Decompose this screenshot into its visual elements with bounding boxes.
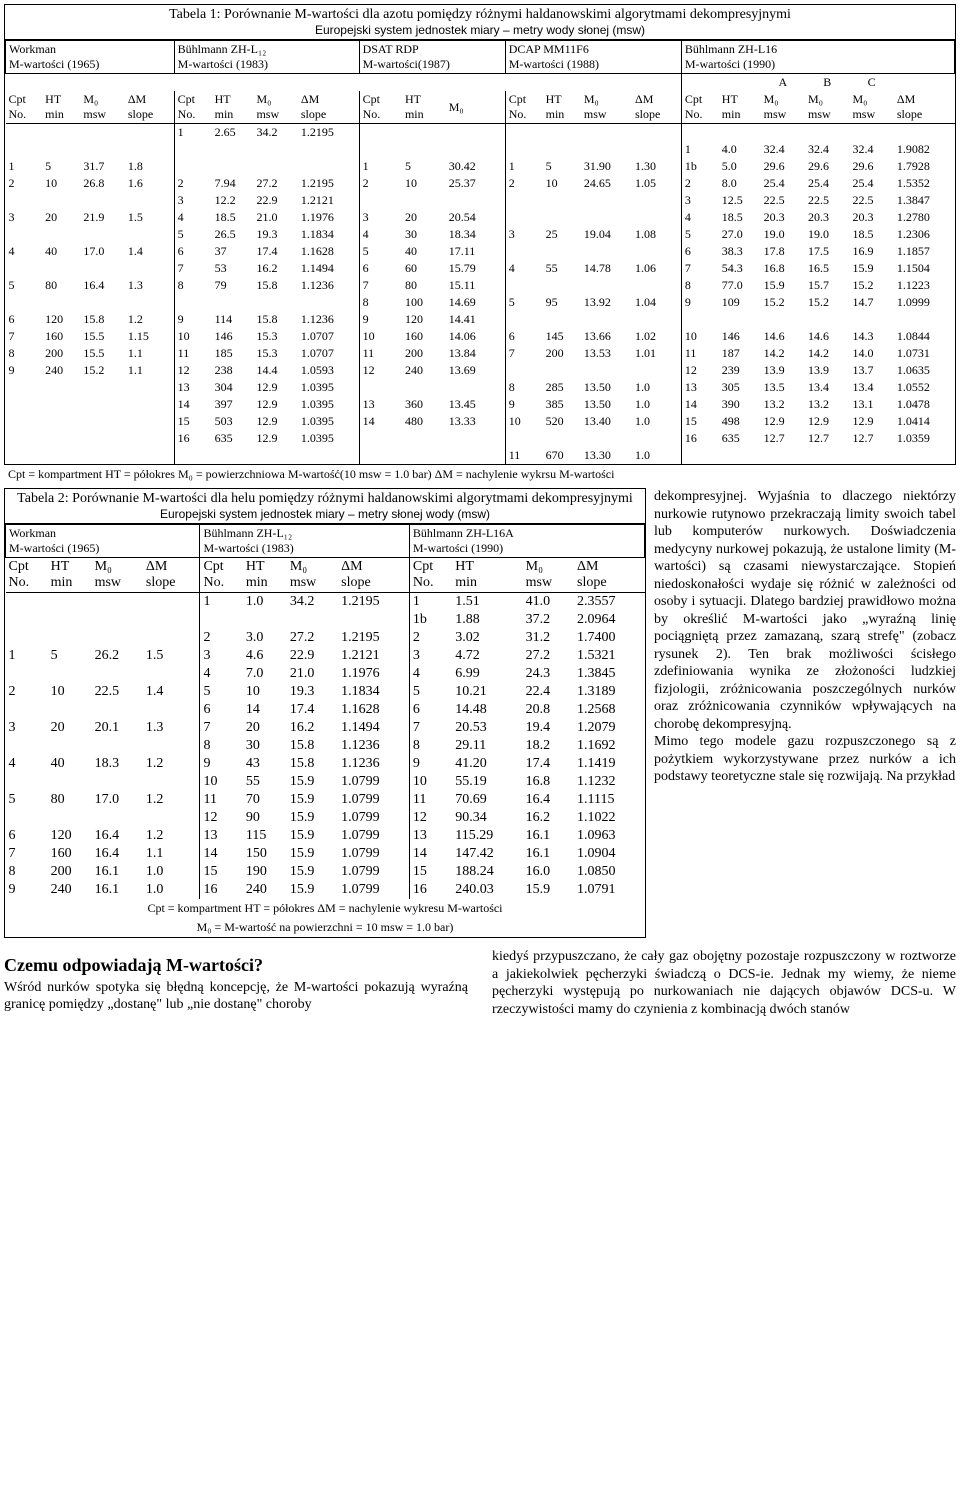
right-column: kiedyś przypuszczano, że cały gaz obojęt… [492, 948, 956, 1018]
table-row: 12.6534.21.2195 [6, 124, 955, 142]
table1-title-row: Tabela 1: Porównanie M-wartości dla azot… [5, 5, 955, 40]
table-row: 1167013.301.0 [6, 447, 955, 464]
table-row: 924016.11.01624015.91.079916240.0315.91.… [6, 881, 645, 899]
table-row: 612016.41.21311515.91.079913115.2916.11.… [6, 827, 645, 845]
table-row: 75316.21.149466015.7945514.781.06754.316… [6, 260, 955, 277]
table2-title-row: Tabela 2: Porównanie M-wartości dla helu… [5, 489, 645, 524]
algo-year: M-wartości (1990) [413, 541, 503, 555]
table-row: 820015.51.11118515.31.07071120013.847200… [6, 345, 955, 362]
algo-name: Bühlmann ZH-L₁₂ [178, 42, 267, 56]
table-row: 526.519.31.183443018.3432519.041.08527.0… [6, 226, 955, 243]
table-row: 105515.91.07991055.1916.81.1232 [6, 773, 645, 791]
table2-title: Tabela 2: Porównanie M-wartości dla helu… [9, 491, 641, 507]
left-column-text: Wśród nurków spotyka się błędną koncepcj… [4, 980, 468, 1013]
table-row: 716015.51.151014615.31.07071016014.06614… [6, 328, 955, 345]
table-row: 612015.81.2911415.81.1236912014.41 [6, 311, 955, 328]
left-column: Czemu odpowiadają M-wartości? Wśród nurk… [4, 948, 468, 1018]
algo-year: M-wartości (1990) [685, 57, 775, 71]
table-row: 58017.01.2117015.91.07991170.6916.41.111… [6, 791, 645, 809]
algo-name: Workman [9, 526, 56, 540]
algo-name: Workman [9, 42, 56, 56]
table1: WorkmanM-wartości (1965) Bühlmann ZH-L₁₂… [5, 40, 955, 464]
table-row: 61417.41.1628614.4820.81.2568 [6, 701, 645, 719]
side-paragraph: dekompresyjnej. Wyjaśnia to dlaczego nie… [654, 488, 956, 786]
table1-title: Tabela 1: Porównanie M-wartości dla azot… [9, 7, 951, 23]
algo-name: DCAP MM11F6 [509, 42, 589, 56]
table2-subtitle: Europejski system jednostek miary – metr… [9, 507, 641, 521]
table-row: 11.034.21.219511.5141.02.3557 [6, 593, 645, 612]
algo-year: M-wartości (1965) [9, 541, 99, 555]
table-row: 23.027.21.219523.0231.21.7400 [6, 629, 645, 647]
table-row: 1550312.91.03951448013.331052013.401.015… [6, 413, 955, 430]
table1-box: Tabela 1: Porównanie M-wartości dla azot… [4, 4, 956, 465]
table-row: 1b1.8837.22.0964 [6, 611, 645, 629]
algo-name: Bühlmann ZH-L16A [413, 526, 514, 540]
table1-subtitle: Europejski system jednostek miary – metr… [9, 23, 951, 37]
table-row: 1663512.91.03951663512.712.712.71.0359 [6, 430, 955, 447]
algo-name: DSAT RDP [363, 42, 419, 56]
table-row: 820016.11.01519015.91.079915188.2416.01.… [6, 863, 645, 881]
table1-abc-row: ABC [6, 74, 955, 92]
table1-legend: Cpt = kompartment HT = półokres M₀ = pow… [4, 465, 956, 484]
table-row: 129015.91.07991290.3416.21.1022 [6, 809, 645, 827]
table-row: 14.032.432.432.41.9082 [6, 141, 955, 158]
table-row: 1531.71.81530.421531.901.301b5.029.629.6… [6, 158, 955, 175]
table-row: 47.021.01.197646.9924.31.3845 [6, 665, 645, 683]
table-row: 1439712.91.03951336013.45938513.501.0143… [6, 396, 955, 413]
table-row: 312.222.91.2121312.522.522.522.51.3847 [6, 192, 955, 209]
algo-name: Bühlmann ZH-L16 [685, 42, 777, 56]
table-row: 21026.81.627.9427.21.219521025.3721024.6… [6, 175, 955, 192]
question-heading: Czemu odpowiadają M-wartości? [4, 954, 468, 977]
table2-legend2: M₀ = M-wartość na powierzchni = 10 msw =… [5, 918, 645, 937]
table2-legend1: Cpt = kompartment HT = półokres ΔM = nac… [5, 899, 645, 918]
table1-algo-header-row: WorkmanM-wartości (1965) Bühlmann ZH-L₁₂… [6, 41, 955, 74]
table1-col-header-row: CptNo.HTminM₀mswΔMslope CptNo.HTminM₀msw… [6, 91, 955, 124]
algo-name: Bühlmann ZH-L₁₂ [203, 526, 292, 540]
table2-box: Tabela 2: Porównanie M-wartości dla helu… [4, 488, 646, 938]
table-row: 810014.6959513.921.04910915.215.214.71.0… [6, 294, 955, 311]
table2-algo-header-row: WorkmanM-wartości (1965) Bühlmann ZH-L₁₂… [6, 525, 645, 558]
table-row: 44018.31.294315.81.1236941.2017.41.1419 [6, 755, 645, 773]
table2-col-header-row: CptNo.HTminM₀mswΔMslope CptNo.HTminM₀msw… [6, 558, 645, 593]
table-row: 44017.01.463717.41.162854017.11638.317.8… [6, 243, 955, 260]
algo-year: M-wartości (1988) [509, 57, 599, 71]
table-row: 1330412.91.0395828513.501.01330513.513.4… [6, 379, 955, 396]
table-row: 32021.91.5418.521.01.197632020.54418.520… [6, 209, 955, 226]
algo-year: M-wartości (1965) [9, 57, 99, 71]
table-row: 924015.21.11223814.41.05931224013.691223… [6, 362, 955, 379]
table-row: 21022.51.451019.31.1834510.2122.41.3189 [6, 683, 645, 701]
algo-year: M-wartości(1987) [363, 57, 450, 71]
table2: WorkmanM-wartości (1965) Bühlmann ZH-L₁₂… [5, 524, 645, 899]
algo-year: M-wartości (1983) [203, 541, 293, 555]
table-row: 32020.11.372016.21.1494720.5319.41.2079 [6, 719, 645, 737]
table-row: 1526.21.534.622.91.212134.7227.21.5321 [6, 647, 645, 665]
table-row: 716016.41.11415015.91.079914147.4216.11.… [6, 845, 645, 863]
table-row: 83015.81.1236829.1118.21.1692 [6, 737, 645, 755]
table-row: 58016.41.387915.81.123678015.11877.015.9… [6, 277, 955, 294]
algo-year: M-wartości (1983) [178, 57, 268, 71]
